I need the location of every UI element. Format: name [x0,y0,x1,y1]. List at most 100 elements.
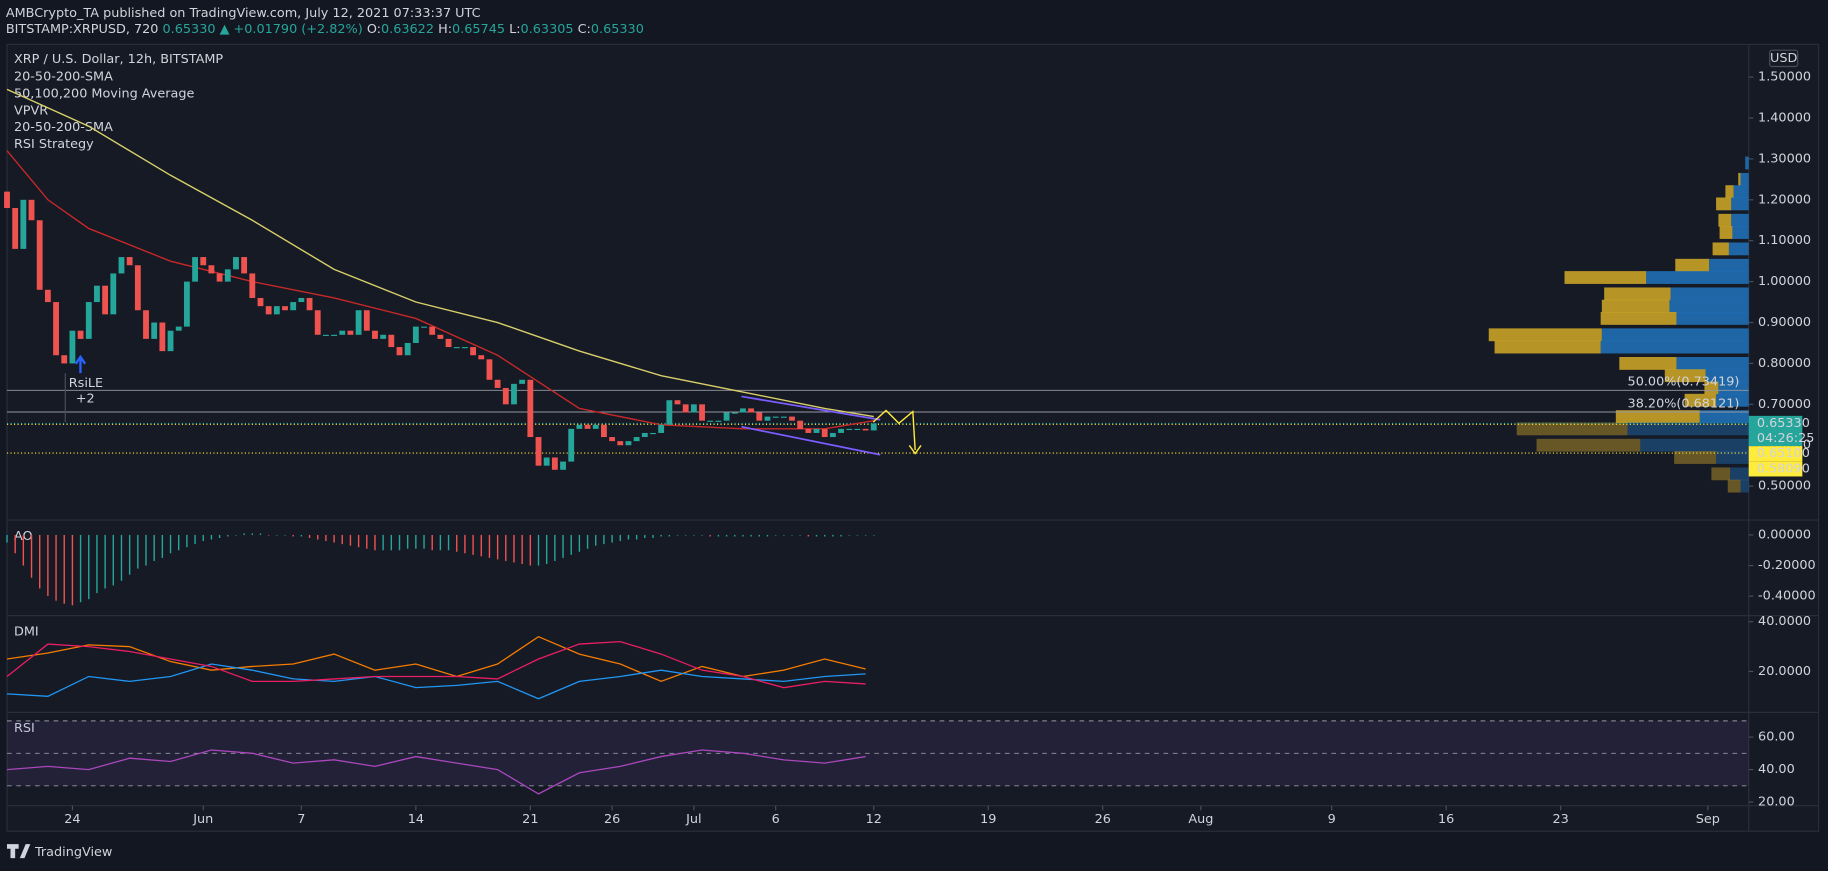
ao-bar [472,534,474,555]
ohlc-value: 0.65745 [452,22,505,37]
x-tick-label: Jul [685,812,701,827]
ao-bar [251,533,254,535]
vpvr-up [1705,369,1749,383]
indicator-line [6,150,874,430]
candle-body [551,457,558,470]
candle-body [453,347,460,349]
indicator-line [6,88,874,418]
candle-body [699,404,705,421]
vpvr-up [1728,242,1749,256]
vpvr-up [1745,156,1749,170]
vpvr-up [1718,381,1749,395]
ao-bar [840,534,842,537]
ao-bar [529,534,532,566]
y-tick-label: 0.70000 [1758,397,1811,412]
indicator-line [6,749,866,795]
candle-body [265,306,272,315]
ao-bar [55,534,57,601]
vpvr-down [1738,172,1741,186]
candle-body [233,257,239,270]
candle-body [380,334,387,339]
candle-body [167,330,174,352]
vpvr-down [1516,422,1628,436]
candle-body [224,269,231,282]
currency: USD [1770,51,1798,66]
indicator-name: VPVR [14,103,48,118]
candle-body [478,355,485,360]
ao-bar [406,534,409,549]
vpvr-down [1675,258,1710,272]
vpvr-down [1664,369,1706,383]
ao-bar [317,534,319,540]
author-line: AMBCrypto_TA published on TradingView.co… [6,5,481,20]
y-tick-label: 40.0000 [1758,614,1811,629]
candle-body [543,457,550,466]
change: ▲ +0.01790 (+2.82%) [220,22,363,37]
signal-arrow-head [74,354,87,365]
candle-body [298,297,305,303]
vpvr-down [1564,271,1647,284]
y-tick-label: 1.10000 [1758,233,1811,248]
vpvr-up [1740,479,1749,493]
candle-body [216,273,223,282]
countdown: 04:26:25 [1757,431,1815,446]
ao-bar [276,534,278,536]
x-tick-label: 19 [980,812,996,827]
ao-bar [791,534,793,536]
ao-bar [194,534,196,545]
ao-bar [595,534,597,546]
candle-body [363,310,370,331]
ao-bar [783,534,785,536]
ao-bar [611,534,613,543]
ao-bar [873,534,875,536]
ao-bar [47,534,49,597]
x-tick-label: 21 [522,812,538,827]
candle-body [175,326,182,331]
vpvr-down [1615,410,1700,424]
y-tick-label: 0.90000 [1758,315,1811,330]
candle-body [748,408,755,413]
indicator-line [6,663,866,700]
x-tick-label: Aug [1188,812,1213,827]
candle-body [77,330,84,339]
candle-body [601,424,607,438]
x-tick-label: 7 [297,812,305,827]
candle-body [740,408,746,413]
candle-body [576,424,583,429]
price-tag [1748,415,1803,447]
ao-bar [39,534,41,589]
ao-bar [186,534,188,548]
ao-bar [145,534,147,566]
ao-bar [6,534,8,543]
ao-bar [357,534,360,548]
ao-bar [758,534,760,537]
ohlc-label: L: [509,22,520,37]
ao-bar [676,534,679,536]
vpvr-down [1536,438,1641,452]
ao-bar [832,534,834,537]
ao-bar [701,534,703,536]
ao-bar [603,534,605,545]
ao-bar [856,534,859,536]
ao-bar [480,534,482,557]
candle-body [829,432,836,438]
ao-bar [243,533,245,535]
ao-bar [227,534,229,537]
vpvr-down [1684,393,1717,407]
vpvr-up [1731,197,1749,211]
ao-bar [635,534,638,540]
x-tick-label: 26 [604,812,620,827]
ao-bar [333,534,335,543]
candle-body [584,424,591,429]
vpvr-up [1699,410,1749,424]
candle-body [723,412,730,421]
signal-count: +2 [76,391,95,406]
ao-bar [619,534,621,542]
vpvr-up [1732,226,1749,239]
vpvr-down [1718,213,1732,227]
candle-body [412,326,419,343]
ao-bar [505,534,507,561]
vpvr-down [1494,340,1601,354]
